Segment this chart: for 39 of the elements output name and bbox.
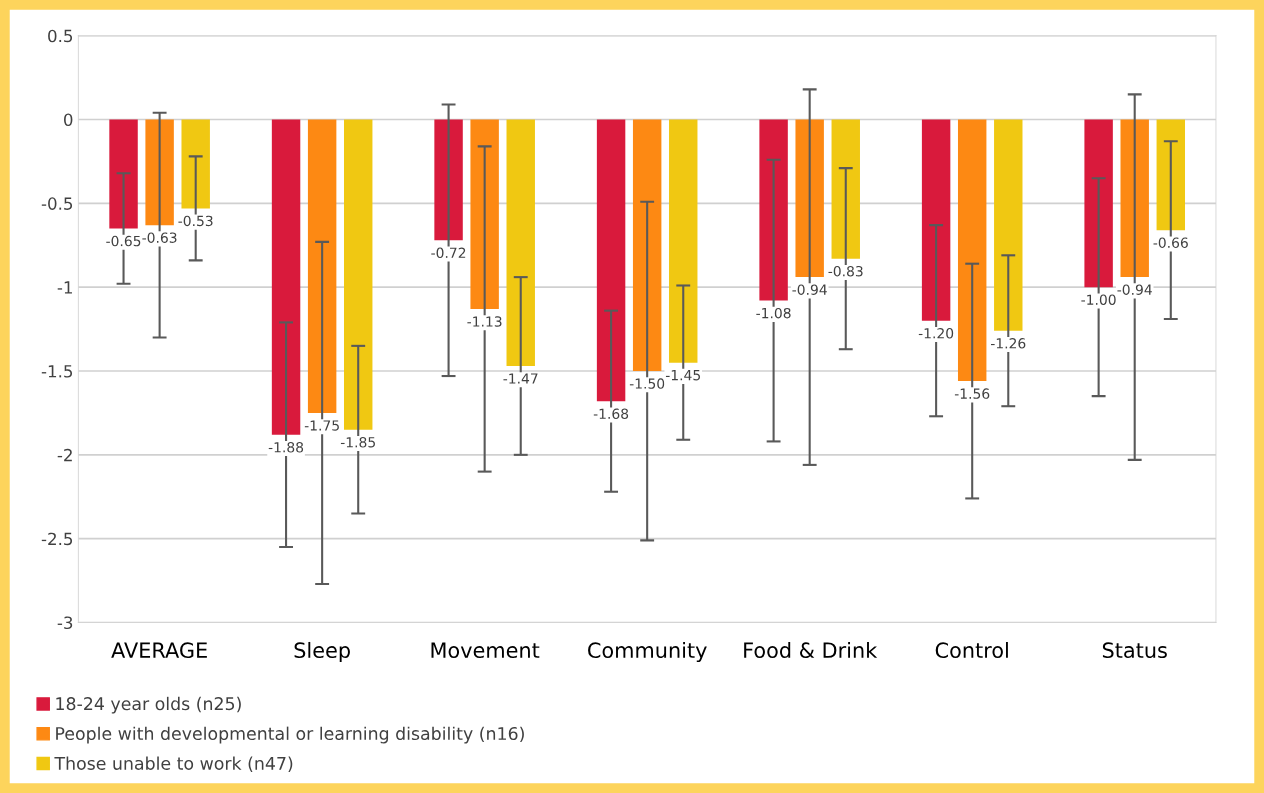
data-label: -1.26 <box>990 338 1026 349</box>
y-tick-label: 0.5 <box>48 29 73 43</box>
y-tick-label: -2 <box>57 448 72 462</box>
y-tick-label: -0.5 <box>41 197 73 210</box>
y-tick-label: -2.5 <box>41 532 73 546</box>
data-label: -0.94 <box>792 284 827 295</box>
y-tick-label: -1.5 <box>41 365 73 378</box>
y-tick-label: -3 <box>57 616 73 630</box>
data-label: -1.20 <box>918 328 954 339</box>
data-label: -1.88 <box>268 442 304 453</box>
data-label: -1.08 <box>756 307 791 319</box>
data-label: -1.13 <box>467 316 502 327</box>
x-tick-label: Control <box>935 641 1008 659</box>
data-label: -0.53 <box>178 215 213 227</box>
data-label: -0.94 <box>1117 284 1152 295</box>
data-label: -1.00 <box>1081 294 1116 305</box>
legend-label: Those unable to work (n47) <box>54 756 293 772</box>
legend-label: People with developmental or learning disability (n16) <box>56 726 524 744</box>
data-label: -1.50 <box>629 378 665 389</box>
data-label: -0.66 <box>1153 237 1188 248</box>
data-label: -0.63 <box>142 232 177 243</box>
data-label: -1.68 <box>593 408 629 419</box>
data-label: -1.45 <box>665 370 700 381</box>
data-label: -1.56 <box>954 388 990 399</box>
y-tick-label: 0 <box>64 113 73 127</box>
data-label: -0.83 <box>828 265 863 277</box>
data-label: -0.65 <box>106 235 141 247</box>
data-label: -1.75 <box>304 420 339 431</box>
data-label: -1.85 <box>340 436 375 448</box>
x-tick-label: Community <box>588 641 707 663</box>
x-tick-label: AVERAGE <box>111 642 207 659</box>
x-tick-label: Food & Drink <box>744 641 878 659</box>
y-tick-label: -1 <box>57 281 72 294</box>
data-label: -0.72 <box>431 247 466 259</box>
x-tick-label: Status <box>1102 642 1167 659</box>
legend-label: 18-24 year olds (n25) <box>56 696 241 714</box>
x-tick-label: Movement <box>431 642 540 659</box>
data-label: -1.47 <box>503 373 538 384</box>
x-tick-label: Sleep <box>294 641 350 663</box>
